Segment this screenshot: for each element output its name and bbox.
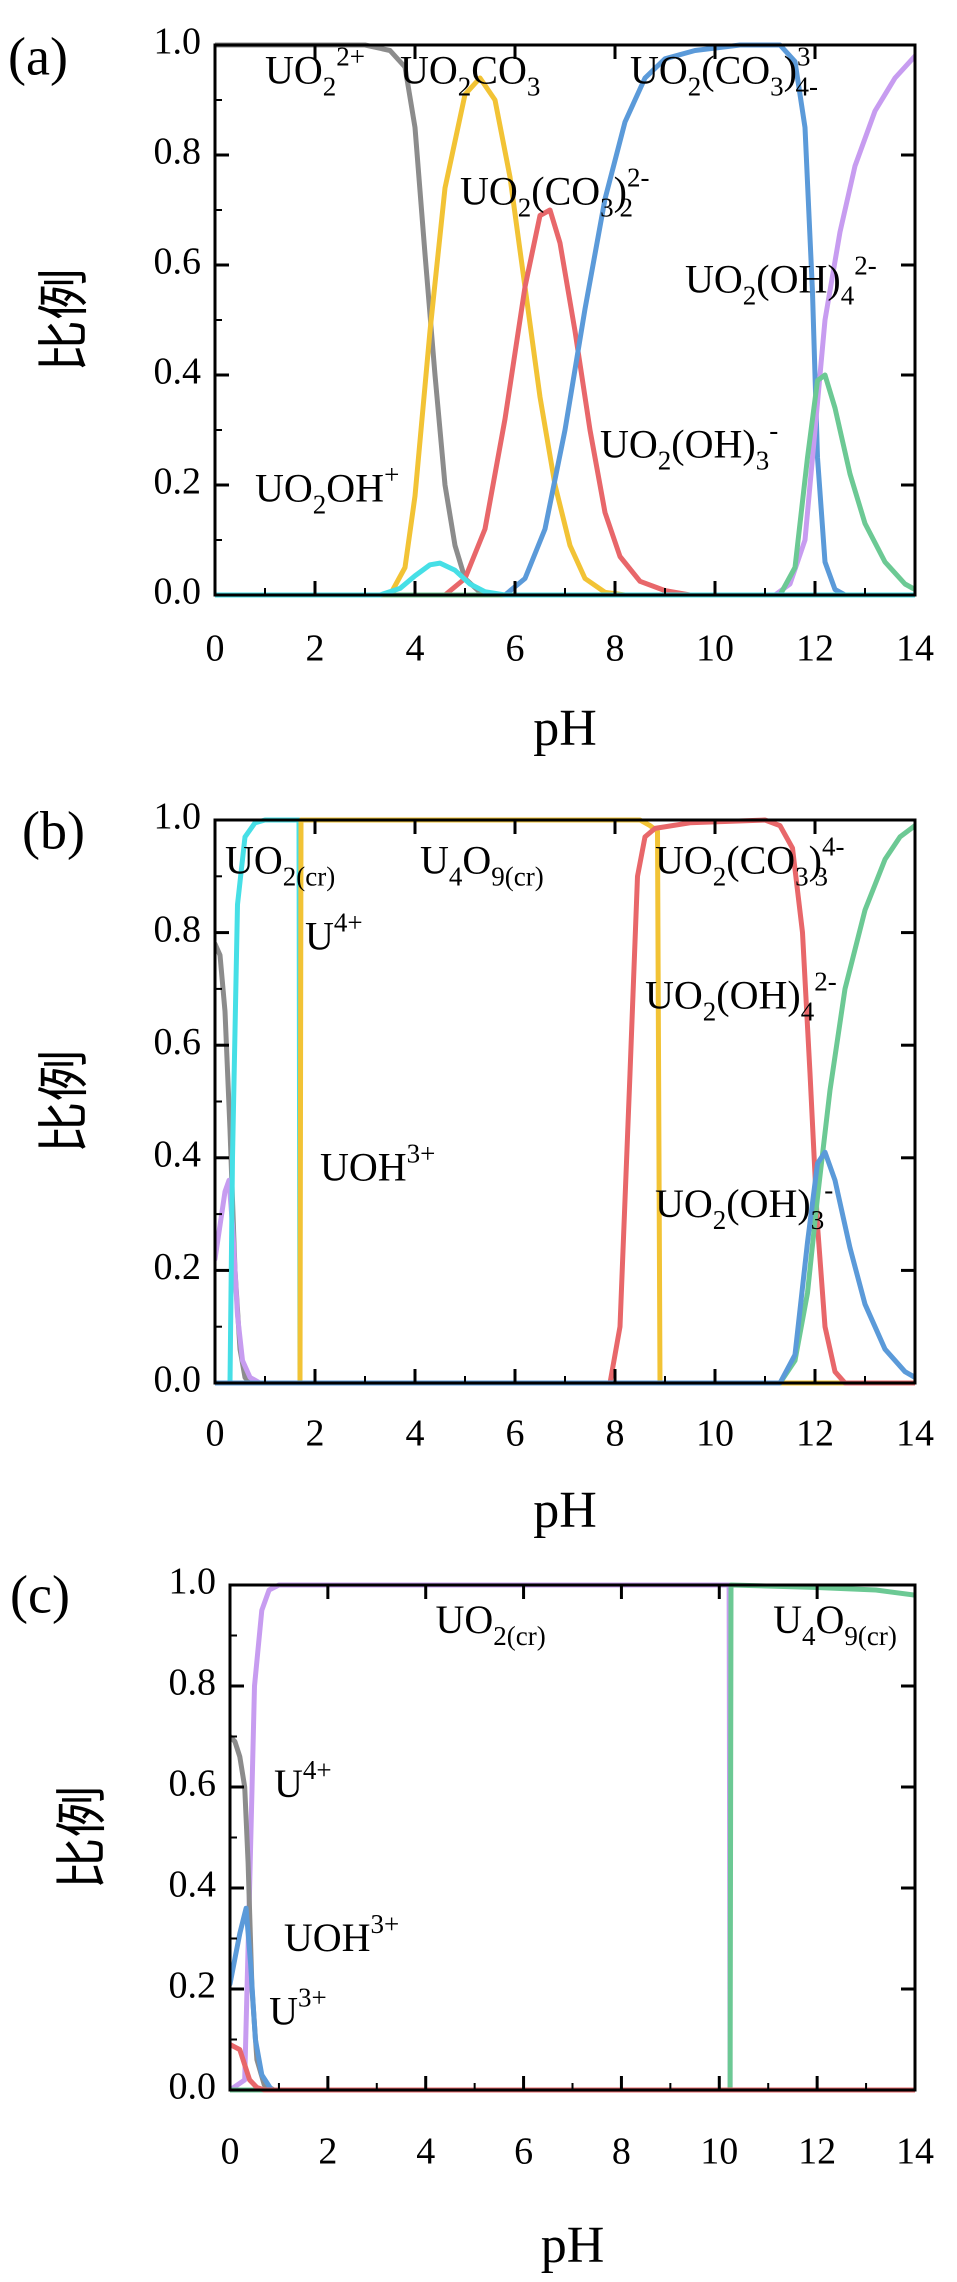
x-axis-label: pH <box>541 2217 605 2274</box>
x-tick-label: 0 <box>206 628 225 670</box>
x-tick-label: 0 <box>206 1413 225 1455</box>
x-tick-label: 8 <box>612 2131 631 2173</box>
series-annotation: UOH3+ <box>284 1909 399 1960</box>
series-line-7 <box>215 560 915 598</box>
x-tick-label: 2 <box>306 1413 325 1455</box>
series-group <box>215 817 915 1386</box>
y-tick-label: 0.4 <box>154 1134 202 1176</box>
y-tick-label: 1.0 <box>169 1561 217 1603</box>
chart-panel-3: (c) 0 2 4 6 8 10 12 14 0.0 0.2 0.4 0.6 0.8 1.0 pH 比例 UO2(… <box>10 1561 934 2274</box>
series-line-4 <box>230 1905 915 2093</box>
series-annotation: UO2(OH)3- <box>655 1175 833 1235</box>
series-line-1 <box>230 1582 915 2093</box>
series-line-4 <box>215 42 915 598</box>
series-group <box>215 42 915 598</box>
series-annotation: UO2(CO3)4-3 <box>655 831 845 891</box>
x-tick-label: 10 <box>700 2131 738 2173</box>
plot-frame <box>228 1583 917 2092</box>
y-tick-label: 0.8 <box>154 131 202 173</box>
series-annotation: UO2(OH)42- <box>685 251 877 311</box>
y-tick-label: 0.2 <box>154 461 202 503</box>
series-line-2 <box>230 1582 915 2093</box>
y-tick-label: 0.6 <box>169 1763 217 1805</box>
panel-label: (c) <box>10 1564 70 1624</box>
y-axis-label: 比例 <box>55 1785 112 1889</box>
x-tick-label: 4 <box>416 2131 435 2173</box>
series-annotation: UO2(OH)42- <box>645 967 837 1027</box>
series-annotation: U4O9(cr) <box>420 837 544 891</box>
series-annotation: UOH3+ <box>320 1138 435 1189</box>
x-tick-label: 14 <box>896 2131 934 2173</box>
series-line-4 <box>215 817 915 1386</box>
x-tick-label: 2 <box>306 628 325 670</box>
series-group <box>230 1582 915 2093</box>
x-tick-label: 8 <box>606 628 625 670</box>
x-tick-label: 14 <box>896 628 934 670</box>
x-tick-label: 4 <box>406 628 425 670</box>
series-line-3 <box>230 1734 915 2093</box>
series-annotation: U3+ <box>269 1982 327 2033</box>
x-tick-label: 10 <box>696 1413 734 1455</box>
y-tick-label: 0.2 <box>154 1246 202 1288</box>
x-tick-label: 6 <box>506 628 525 670</box>
y-tick-label: 0.4 <box>154 351 202 393</box>
series-line-6 <box>215 372 915 598</box>
series-annotation: U4O9(cr) <box>773 1597 897 1651</box>
series-line-1 <box>215 42 915 598</box>
y-axis-label: 比例 <box>37 1049 94 1153</box>
series-annotation: U4+ <box>305 907 363 958</box>
y-tick-label: 0.0 <box>154 571 202 613</box>
x-tick-label: 12 <box>798 2131 836 2173</box>
y-tick-label: 0.8 <box>154 908 202 950</box>
x-tick-label: 14 <box>896 1413 934 1455</box>
x-tick-label: 6 <box>506 1413 525 1455</box>
series-annotation: UO2(cr) <box>436 1597 546 1651</box>
y-tick-label: 0.8 <box>169 1662 217 1704</box>
x-axis-label: pH <box>533 700 597 757</box>
x-tick-label: 12 <box>796 1413 834 1455</box>
y-tick-label: 0.2 <box>169 1965 217 2007</box>
panel-label: (a) <box>8 26 68 86</box>
series-annotation: UO2(OH)3- <box>600 416 778 476</box>
x-tick-label: 12 <box>796 628 834 670</box>
x-tick-label: 4 <box>406 1413 425 1455</box>
series-line-7 <box>215 1149 915 1386</box>
series-annotation: UO2CO3 <box>400 48 540 102</box>
series-annotation: UO2OH+ <box>255 460 399 520</box>
x-tick-label: 10 <box>696 628 734 670</box>
chart-panel-1: (a) 0 2 4 6 8 10 12 14 0.0 0.2 0.4 0.6 0.8 1.0 pH 比例 UO22… <box>8 21 934 757</box>
x-tick-label: 2 <box>318 2131 337 2173</box>
y-tick-label: 0.6 <box>154 1021 202 1063</box>
y-tick-label: 0.0 <box>154 1359 202 1401</box>
y-tick-label: 1.0 <box>154 796 202 838</box>
x-tick-label: 6 <box>514 2131 533 2173</box>
x-tick-label: 8 <box>606 1413 625 1455</box>
y-tick-label: 0.6 <box>154 241 202 283</box>
series-annotation: U4+ <box>274 1755 332 1806</box>
chart-panel-2: (b) 0 2 4 6 8 10 12 14 0.0 0.2 0.4 0.6 0.8 1.0 pH 比例 UO2(… <box>22 796 934 1539</box>
series-annotation: UO2(CO3)3 4- <box>630 42 818 102</box>
series-line-2 <box>215 1177 915 1386</box>
series-line-3 <box>215 207 915 598</box>
panel-label: (b) <box>22 800 85 860</box>
y-tick-label: 0.0 <box>169 2066 217 2108</box>
series-annotation: UO22+ <box>265 42 365 102</box>
y-tick-label: 0.4 <box>169 1864 217 1906</box>
series-line-5 <box>215 817 915 1386</box>
x-axis-label: pH <box>533 1482 597 1539</box>
series-annotation: UO2(cr) <box>225 837 335 891</box>
y-axis-label: 比例 <box>37 268 94 372</box>
y-tick-label: 1.0 <box>154 21 202 63</box>
series-line-2 <box>215 75 915 598</box>
x-tick-label: 0 <box>221 2131 240 2173</box>
series-annotation: UO2(CO3)2-2 <box>460 163 650 223</box>
